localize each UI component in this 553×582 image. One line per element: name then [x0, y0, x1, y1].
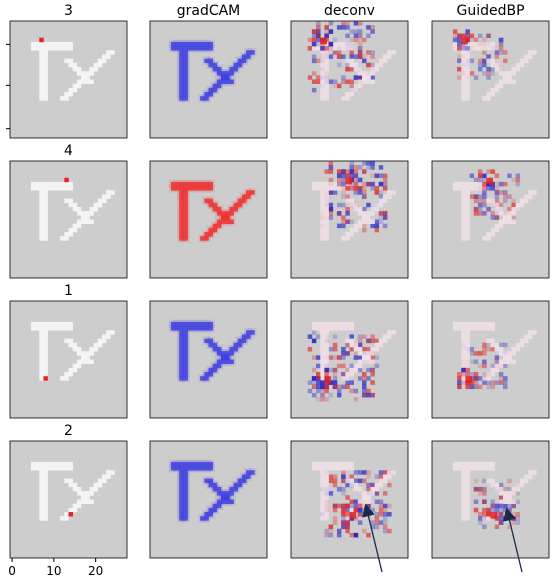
- panel-r3-c2: [290, 440, 409, 559]
- axes-layer: 0 10 20: [6, 43, 103, 578]
- panel-r3-c1: [149, 440, 268, 559]
- column-title-guidedbp: GuidedBP: [456, 3, 524, 19]
- panel-r0-c1: [149, 20, 268, 139]
- column-title-gradcam: gradCAM: [177, 3, 241, 19]
- panel-r3-c3: [431, 440, 550, 559]
- panel-r1-c3: [431, 160, 550, 279]
- panel-r2-c0: [9, 300, 128, 419]
- column-title-deconv: deconv: [324, 3, 375, 19]
- row-label: 3: [64, 3, 73, 19]
- marker-pixel: [64, 177, 69, 183]
- marker-pixel: [43, 376, 48, 381]
- panel-r2-c3: [431, 300, 550, 419]
- arrow-deconv: [362, 503, 383, 573]
- titles-layer: gradCAM deconv GuidedBP 3 4 1 2: [64, 3, 524, 439]
- x-tick-label: 10: [46, 564, 61, 578]
- panel-r2-c1: [149, 300, 268, 419]
- panel-r1-c1: [149, 160, 268, 279]
- row-label: 1: [64, 283, 73, 299]
- marker-pixel: [68, 512, 73, 517]
- panel-r1-c2: [290, 160, 409, 279]
- row-label: 4: [64, 143, 73, 159]
- arrow-guidedbp: [503, 507, 523, 573]
- panel-r0-c0: [9, 20, 128, 139]
- panel-r2-c2: [290, 300, 409, 419]
- row-label: 2: [64, 423, 73, 439]
- x-tick-label: 0: [8, 564, 16, 578]
- x-tick-label: 20: [88, 564, 103, 578]
- panels-layer: [9, 20, 550, 559]
- panel-r0-c3: [431, 20, 550, 139]
- arrows-layer: [362, 503, 523, 573]
- panel-r1-c0: [9, 160, 128, 279]
- panel-r0-c2: [290, 20, 409, 139]
- marker-pixel: [39, 37, 44, 43]
- panel-r3-c0: [9, 440, 128, 559]
